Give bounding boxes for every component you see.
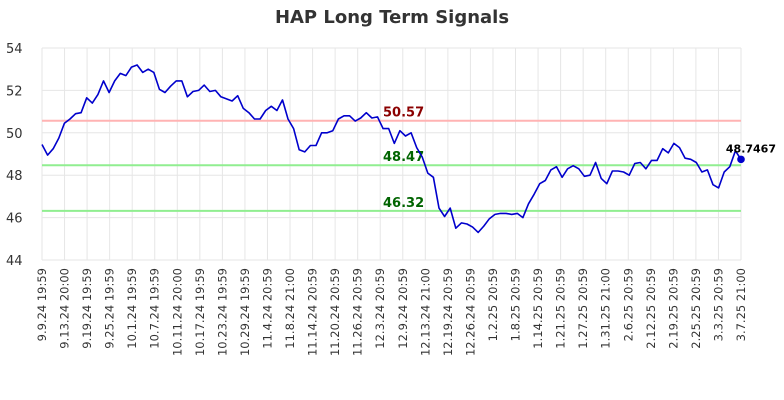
x-tick-label: 1.21.25 20:59 xyxy=(554,268,568,349)
chart-title: HAP Long Term Signals xyxy=(274,7,510,28)
x-tick-label: 12.19.24 20:59 xyxy=(441,268,455,356)
x-tick-label: 2.12.25 20:59 xyxy=(644,268,658,349)
signal-level-label: 48.47 xyxy=(383,150,424,165)
x-tick-label: 10.23.24 19:59 xyxy=(215,268,229,356)
x-tick-label: 1.31.25 21:00 xyxy=(599,268,613,349)
y-axis-ticks: 44 46 48 50 52 54 xyxy=(6,42,23,269)
x-tick-label: 11.8.24 21:00 xyxy=(283,268,297,349)
x-tick-label: 3.7.25 21:00 xyxy=(734,268,748,341)
x-tick-label: 12.26.24 20:59 xyxy=(463,268,477,356)
x-tick-label: 9.25.24 19:59 xyxy=(103,268,117,349)
x-tick-label: 11.20.24 20:59 xyxy=(328,268,342,356)
signal-levels: 50.57 48.47 46.32 xyxy=(42,106,741,212)
x-tick-label: 1.2.25 20:59 xyxy=(486,268,500,341)
x-tick-label: 11.26.24 20:59 xyxy=(351,268,365,356)
x-tick-label: 3.3.25 20:59 xyxy=(711,268,725,341)
x-tick-label: 9.19.24 19:59 xyxy=(80,268,94,349)
x-tick-label: 11.14.24 20:59 xyxy=(306,268,320,356)
x-tick-label: 1.14.25 20:59 xyxy=(531,268,545,349)
signal-level-label: 50.57 xyxy=(383,106,424,121)
y-tick-label: 46 xyxy=(6,212,23,227)
x-tick-label: 12.13.24 21:00 xyxy=(418,268,432,356)
y-tick-label: 52 xyxy=(6,84,23,99)
grid-lines xyxy=(41,47,742,261)
y-tick-label: 54 xyxy=(6,42,23,57)
x-tick-label: 10.17.24 19:59 xyxy=(193,268,207,356)
y-tick-label: 44 xyxy=(6,254,23,269)
last-value-marker: 48.7467 xyxy=(726,142,776,164)
y-tick-label: 50 xyxy=(6,127,23,142)
x-tick-label: 12.3.24 20:59 xyxy=(373,268,387,349)
price-line xyxy=(41,64,742,234)
x-tick-label: 10.29.24 19:59 xyxy=(238,268,252,356)
x-tick-label: 2.25.25 20:59 xyxy=(689,268,703,349)
x-tick-label: 2.6.25 20:59 xyxy=(621,268,635,341)
last-value-dot xyxy=(737,155,745,164)
signal-level-label: 46.32 xyxy=(383,196,424,211)
x-tick-label: 12.9.24 20:59 xyxy=(396,268,410,349)
x-tick-label: 1.8.25 20:59 xyxy=(509,268,523,341)
last-value-label: 48.7467 xyxy=(726,142,776,155)
x-tick-label: 10.1.24 19:59 xyxy=(125,268,139,349)
x-tick-label: 9.13.24 20:00 xyxy=(58,268,72,349)
price-series xyxy=(41,64,742,234)
x-tick-label: 1.27.25 20:59 xyxy=(576,268,590,349)
x-tick-label: 9.9.24 19:59 xyxy=(35,268,49,341)
x-axis-ticks: 9.9.24 19:59 9.13.24 20:00 9.19.24 19:59 9.… xyxy=(35,268,748,356)
y-tick-label: 48 xyxy=(6,169,23,184)
x-tick-label: 2.19.25 20:59 xyxy=(666,268,680,349)
x-tick-label: 10.7.24 19:59 xyxy=(148,268,162,349)
x-tick-label: 11.4.24 20:59 xyxy=(260,268,274,349)
x-tick-label: 10.11.24 20:00 xyxy=(170,268,184,356)
